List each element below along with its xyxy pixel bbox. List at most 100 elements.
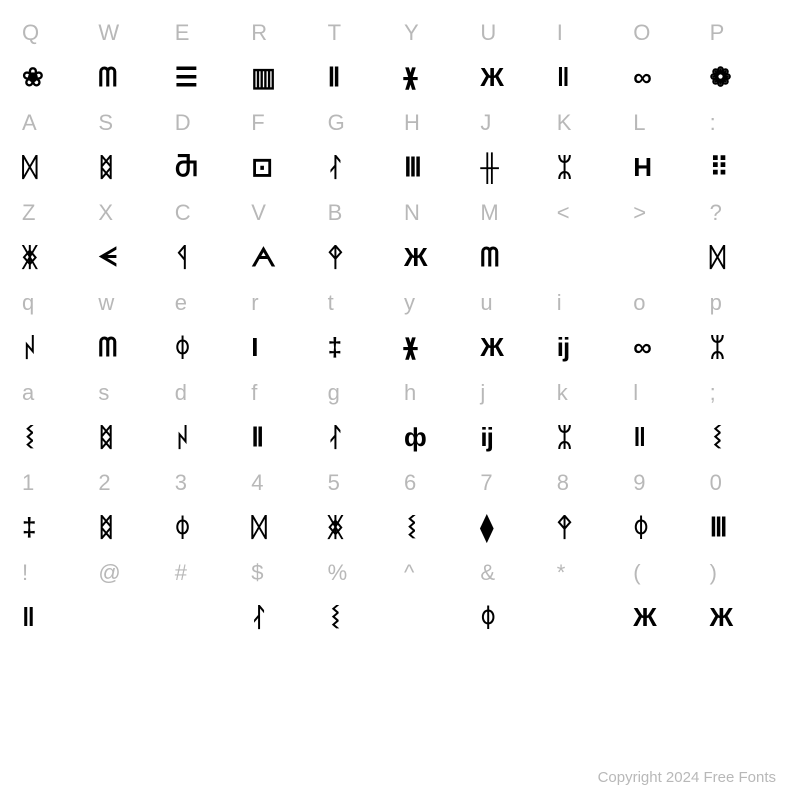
glyph-text: ☰	[175, 62, 197, 93]
label-text: V	[251, 200, 266, 226]
label-text: 3	[175, 470, 187, 496]
glyph-text: ij	[557, 332, 569, 363]
label-text: ?	[710, 200, 722, 226]
label-text: d	[175, 380, 187, 406]
glyph-text: ᗕ	[98, 242, 116, 274]
char-glyph: ᛥ	[94, 505, 170, 550]
glyph-text: ∞	[633, 62, 651, 93]
char-label: U	[476, 10, 552, 55]
char-label: q	[18, 280, 94, 325]
glyph-text: ᚕ	[404, 62, 416, 93]
glyph-text: ❁	[710, 62, 731, 93]
char-glyph: I	[247, 325, 323, 370]
glyph-text: ❀	[22, 62, 43, 93]
char-label: 6	[400, 460, 476, 505]
char-glyph: ᛯ	[706, 325, 782, 370]
label-text: u	[480, 290, 492, 316]
char-label: K	[553, 100, 629, 145]
label-text: S	[98, 110, 113, 136]
char-label: !	[18, 550, 94, 595]
label-text: P	[710, 20, 725, 46]
glyph-text: ᛮ	[251, 602, 266, 633]
char-label: d	[171, 370, 247, 415]
glyph-text: ᛮ	[328, 422, 343, 453]
glyph-text: ᗰ	[98, 332, 116, 364]
char-label: G	[324, 100, 400, 145]
char-glyph: ᗰ	[94, 55, 170, 100]
char-label: B	[324, 190, 400, 235]
char-glyph: ᛮ	[324, 415, 400, 460]
glyph-text: ᛞ	[22, 152, 37, 183]
char-glyph: ᛲ	[18, 325, 94, 370]
glyph-text: Ж	[633, 602, 656, 633]
char-label: ;	[706, 370, 782, 415]
char-glyph: ᛰ	[171, 325, 247, 370]
label-text: 8	[557, 470, 569, 496]
copyright-text: Copyright 2024 Free Fonts	[598, 769, 776, 786]
char-glyph: ᛰ	[629, 505, 705, 550]
char-glyph: ᛮ	[324, 145, 400, 190]
char-label: >	[629, 190, 705, 235]
char-label: $	[247, 550, 323, 595]
glyph-text: ᛯ	[710, 332, 725, 363]
char-label: y	[400, 280, 476, 325]
char-glyph: Ⅲ	[400, 145, 476, 190]
label-text: o	[633, 290, 645, 316]
char-glyph: ᛞ	[18, 145, 94, 190]
char-label: 8	[553, 460, 629, 505]
char-label: Y	[400, 10, 476, 55]
label-text: ^	[404, 560, 414, 586]
char-label: S	[94, 100, 170, 145]
label-text: E	[175, 20, 190, 46]
char-glyph	[94, 595, 170, 640]
char-glyph: ᛰ	[476, 595, 552, 640]
char-label: A	[18, 100, 94, 145]
char-label: W	[94, 10, 170, 55]
label-text: y	[404, 290, 415, 316]
char-glyph: ᛥ	[94, 415, 170, 460]
glyph-text: ᛤ	[328, 512, 343, 543]
char-label: D	[171, 100, 247, 145]
label-text: 6	[404, 470, 416, 496]
glyph-text: Ж	[710, 602, 733, 633]
glyph-text: ᗰ	[480, 242, 498, 274]
char-glyph: ᛰ	[171, 505, 247, 550]
char-glyph: ᛳ	[324, 235, 400, 280]
label-text: J	[480, 110, 491, 136]
char-glyph: ᗅ	[247, 235, 323, 280]
char-label: k	[553, 370, 629, 415]
label-text: Q	[22, 20, 39, 46]
label-text: *	[557, 560, 566, 586]
glyph-text: ▥	[251, 62, 275, 93]
char-label: P	[706, 10, 782, 55]
char-label: (	[629, 550, 705, 595]
glyph-text: ‖	[633, 422, 645, 453]
char-label: a	[18, 370, 94, 415]
char-label: O	[629, 10, 705, 55]
char-label: t	[324, 280, 400, 325]
char-glyph	[400, 595, 476, 640]
char-glyph: ᛲ	[171, 415, 247, 460]
char-glyph: ᛥ	[94, 145, 170, 190]
label-text: j	[480, 380, 485, 406]
char-glyph: ‖	[553, 55, 629, 100]
char-glyph: ᛳ	[553, 505, 629, 550]
char-glyph: ij	[476, 415, 552, 460]
char-label: 1	[18, 460, 94, 505]
char-glyph	[553, 235, 629, 280]
glyph-text: ᛳ	[557, 512, 572, 543]
char-label: ?	[706, 190, 782, 235]
char-label: 3	[171, 460, 247, 505]
char-label: I	[553, 10, 629, 55]
glyph-text: ᛞ	[251, 512, 266, 543]
glyph-text: ᛰ	[633, 512, 648, 543]
glyph-text: ᛵ	[710, 422, 725, 453]
glyph-text: ᛥ	[98, 422, 113, 453]
char-glyph: ᛵ	[400, 505, 476, 550]
glyph-text: Ж	[404, 242, 427, 273]
char-label: 9	[629, 460, 705, 505]
char-label: )	[706, 550, 782, 595]
char-label: f	[247, 370, 323, 415]
glyph-text: ᛵ	[328, 602, 343, 633]
char-glyph: ᗕ	[94, 235, 170, 280]
